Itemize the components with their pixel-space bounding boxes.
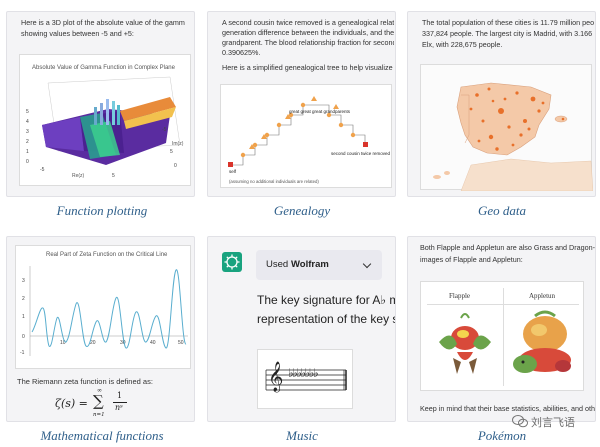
card-math-functions[interactable]: Real Part of Zeta Function on the Critic… [6,236,195,422]
music-text-line: The key signature for A♭ min [257,293,396,307]
card-text-line: A second cousin twice removed is a genea… [222,18,394,27]
zeta-plot-title: Real Part of Zeta Function on the Critic… [46,252,168,258]
treble-clef-icon: 𝄞 [268,362,284,392]
zeta-series-line [31,269,187,349]
card-text-line: Both Flapple and Appletun are also Grass… [420,243,596,252]
genealogy-self-label: self [229,169,237,174]
caption-pokemon: Pokémon [477,428,527,443]
zeta-x-tick: 30 [120,340,126,346]
flapple-image [439,313,491,374]
zeta-x-tick: 20 [90,340,96,346]
zeta-definition-text: The Riemann zeta function is defined as: [17,377,153,386]
wechat-logo-icon [512,415,528,428]
formula-denominator: nˢ [115,403,123,412]
chip-bold: Wolfram [291,259,329,270]
caption-math-functions: Mathematical functions [40,428,164,443]
formula-lhs: ζ(s) = [55,397,88,410]
pokemon-image-table: Flapple Appletun [420,281,584,391]
caption-genealogy: Genealogy [273,203,331,218]
tick-label: -5 [162,127,167,133]
tick-label: 0 [174,163,177,169]
formula-numerator: 1 [117,391,123,400]
key-signature-panel: 𝄞 ♭♭♭♭♭♭♭ [257,349,353,409]
tick-label: -5 [40,167,45,173]
genealogy-tree-panel: great great great grandparents second co… [220,84,392,188]
tick-label: 5 [170,149,173,155]
zeta-x-tick: 40 [150,340,156,346]
zeta-formula: ζ(s) = ∞ ∑ n=1 1 nˢ [55,387,165,421]
card-text-line: Here is a 3D plot of the absolute value … [21,18,185,27]
card-pokemon[interactable]: Both Flapple and Appletun are also Grass… [407,236,596,422]
zeta-x-tick: 10 [60,340,66,346]
caption-function-plotting: Function plotting [56,203,148,218]
formula-sum-top: ∞ [97,387,102,394]
tick-label: 5 [112,173,115,179]
card-text-line: showing values between -5 and +5: [21,29,134,38]
formula-sum: ∑ [93,392,104,410]
spain-map [433,82,593,191]
pokemon-col-appletun: Appletun [529,292,556,300]
card-function-plotting[interactable]: Here is a 3D plot of the absolute value … [6,11,195,197]
chevron-down-icon[interactable] [362,259,372,269]
axis-label-re: Re(z) [72,173,85,179]
tick-label: 1 [26,149,29,155]
card-text-line: Here is a simplified genealogical tree t… [222,63,394,72]
used-wolfram-chip[interactable]: Used Wolfram [256,250,382,280]
genealogy-footnote: (assuming no additional individuals are … [229,179,319,184]
genealogy-tree [228,96,368,167]
zeta-plot-panel: Real Part of Zeta Function on the Critic… [15,245,191,369]
zeta-y-tick: 2 [22,296,25,302]
col-divider [503,288,504,386]
chip-prefix: Used [266,259,289,270]
music-text-line: representation of the key sig [257,312,396,326]
flat-signs: ♭♭♭♭♭♭♭ [288,366,319,380]
pokemon-footer-text: Keep in mind that their base statistics,… [420,404,595,413]
zeta-line-chart: 3 2 1 0 -1 10 20 30 40 50 [20,266,188,356]
tick-label: 0 [26,159,29,165]
zeta-y-tick: -1 [20,350,25,356]
card-genealogy[interactable]: A second cousin twice removed is a genea… [207,11,396,197]
zeta-y-tick: 3 [22,278,25,284]
tick-label: 5 [26,109,29,115]
card-text-line: grandparent. The blood relationship frac… [222,38,394,47]
gamma-plot-title: Absolute Value of Gamma Function in Comp… [32,65,175,71]
genealogy-right-label: second cousin twice removed [331,151,391,156]
spain-map-panel [420,64,593,191]
card-text-line: 337,824 people. The largest city is Madr… [422,29,594,38]
card-text-line: images of Flapple and Appletun: [420,255,523,264]
tick-label: 3 [26,129,29,135]
zeta-y-tick: 0 [22,334,25,340]
gamma-3d-surface: 5 4 3 2 1 0 -5 5 0 5 -5 [26,76,181,179]
watermark-text: 刘言飞语 [531,417,575,429]
music-staff [265,369,347,391]
card-music[interactable]: Used Wolfram The key signature for A♭ mi… [207,236,396,422]
genealogy-top-label: great great great grandparents [289,109,351,114]
formula-sum-bottom: n=1 [93,412,105,418]
card-text-line: generation difference between the indivi… [222,28,394,37]
zeta-y-tick: 1 [22,314,25,320]
zeta-x-tick: 50 [178,340,184,346]
pokemon-col-flapple: Flapple [449,292,470,300]
tick-label: 2 [26,139,29,145]
card-text-line: Elx, with 228,675 people. [422,40,503,49]
card-geo-data[interactable]: The total population of these cities is … [407,11,596,197]
formula-fraction-bar [113,402,127,403]
appletun-image [513,310,571,373]
caption-music: Music [286,428,318,443]
card-text-line: 0.390625%. [222,48,261,57]
caption-geo-data: Geo data [477,203,527,218]
axis-label-im: Im(z) [172,141,184,147]
header-divider [427,304,579,305]
card-text-line: The total population of these cities is … [422,18,594,27]
chatgpt-logo-icon [222,252,242,272]
gamma-plot-panel: Absolute Value of Gamma Function in Comp… [19,54,191,186]
tick-label: 4 [26,119,29,125]
